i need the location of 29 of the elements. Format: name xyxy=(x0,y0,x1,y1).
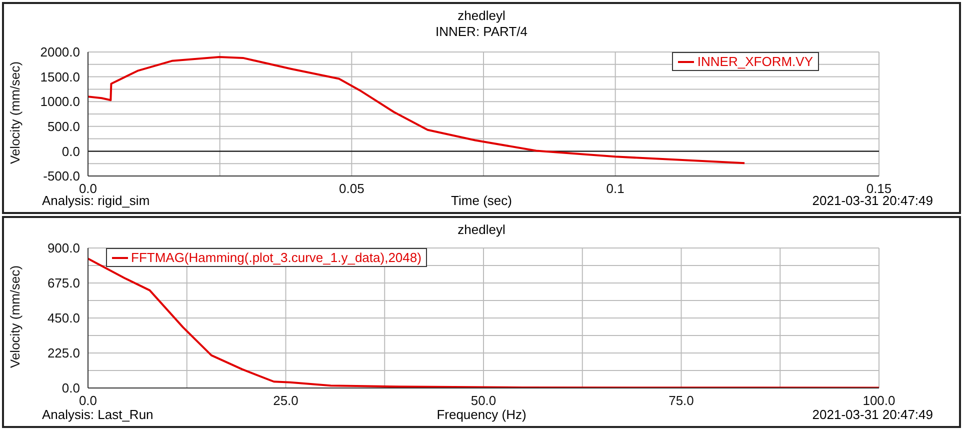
legend-label: FFTMAG(Hamming(.plot_3.curve_1.y_data),2048) xyxy=(131,250,422,265)
y-tick-label: 0.0 xyxy=(62,144,80,159)
y-tick-label: 225.0 xyxy=(47,346,80,361)
y-tick-label: 1000.0 xyxy=(40,94,80,110)
y-axis-title: Velocity (mm/sec) xyxy=(8,265,23,368)
chart-title: zhedleyl xyxy=(456,222,506,237)
x-tick-label: 100.0 xyxy=(862,393,896,408)
legend-label: INNER_XFORM.VY xyxy=(697,54,813,69)
chart-title: zhedleyl xyxy=(456,8,506,23)
y-tick-label: -500.0 xyxy=(43,168,80,184)
x-tick-label: 0.05 xyxy=(339,181,364,196)
x-tick-label: 75.0 xyxy=(668,393,694,408)
y-tick-label: 675.0 xyxy=(47,276,80,291)
x-tick-label: 25.0 xyxy=(273,393,298,408)
x-axis-title: Time (sec) xyxy=(451,193,512,208)
y-tick-label: 900.0 xyxy=(47,240,80,256)
y-tick-label: 0.0 xyxy=(62,380,80,396)
y-tick-label: 1500.0 xyxy=(40,69,80,84)
y-tick-label: 500.0 xyxy=(47,119,80,134)
x-axis-title: Frequency (Hz) xyxy=(436,407,526,422)
y-axis-title: Velocity (mm/sec) xyxy=(8,61,23,164)
x-tick-label: 50.0 xyxy=(470,393,496,408)
text: 2021-03-31 20:47:49 xyxy=(812,407,933,422)
y-tick-label: 2000.0 xyxy=(40,44,80,60)
x-tick-label: 0.1 xyxy=(606,181,624,196)
x-tick-label: 0.0 xyxy=(78,393,98,408)
text: Analysis: Last_Run xyxy=(42,407,154,422)
y-tick-label: 450.0 xyxy=(47,310,80,326)
chart-subtitle: INNER: PART/4 xyxy=(434,24,528,39)
